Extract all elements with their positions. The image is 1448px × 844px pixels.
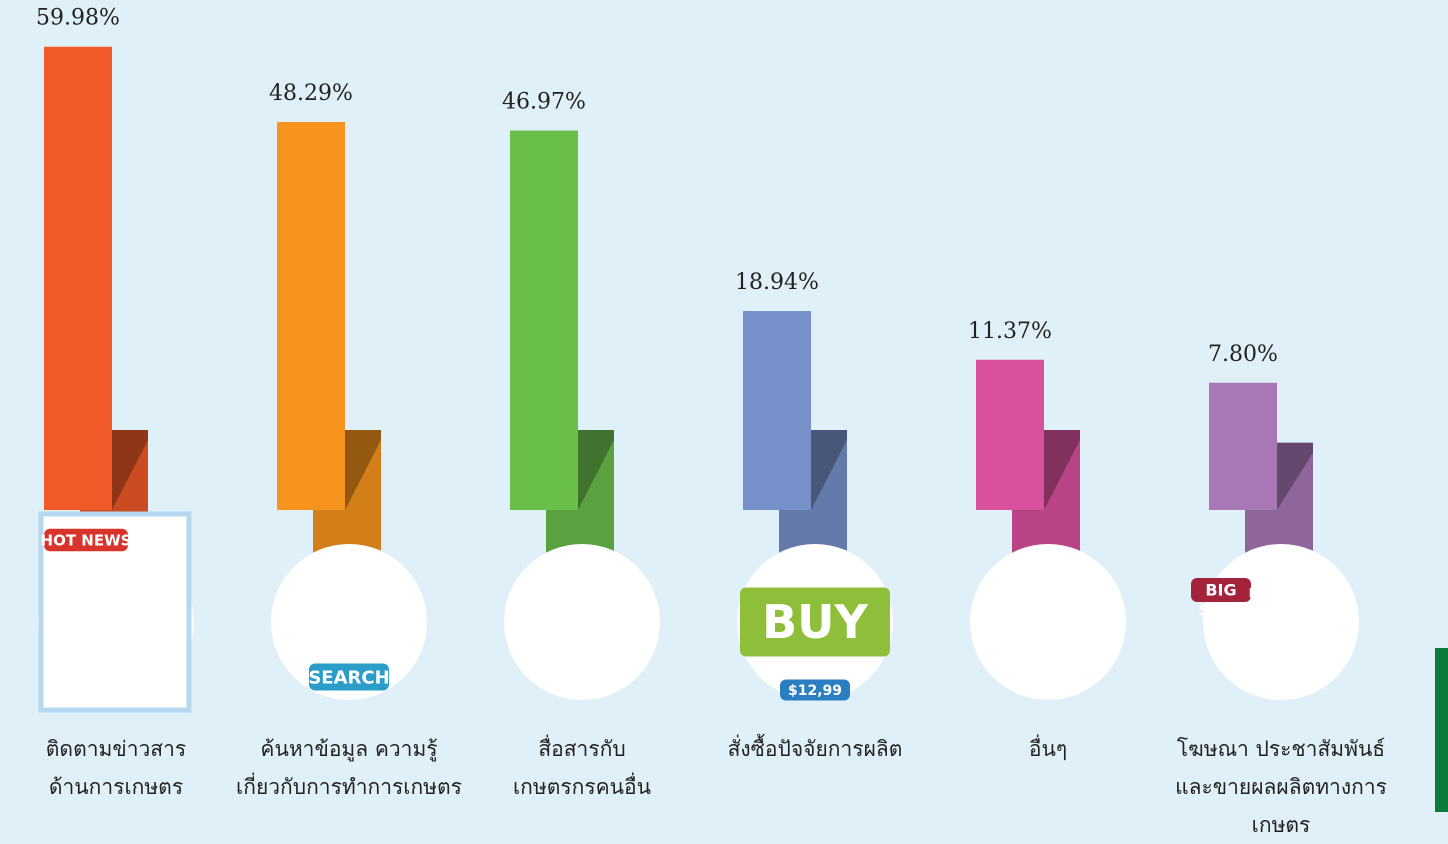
value-label: 18.94% — [735, 270, 819, 295]
chart: 59.98% HOT NEWS 48.29% SEARCH 46.97% 18.94% BU… — [36, 6, 1448, 812]
icon-circle — [970, 544, 1126, 700]
category-label: ค้นหาข้อมูล ความรู้ เกี่ยวกับการทำการเกษ… — [236, 737, 462, 799]
bar — [44, 46, 112, 511]
edge-strip — [1435, 648, 1448, 812]
icon-text: 50% — [1247, 584, 1304, 612]
ribbon-fold — [811, 430, 847, 510]
icon-badge — [44, 528, 128, 552]
icon-text: SEARCH — [308, 667, 389, 688]
icon-text: BUY — [762, 595, 868, 649]
ribbon-fold — [345, 430, 381, 510]
category-label: สื่อสารกับ เกษตรกรคนอื่น — [512, 737, 652, 799]
icon-circle — [1203, 544, 1359, 700]
value-label: 11.37% — [968, 319, 1052, 344]
bar — [510, 130, 578, 511]
icon-circle — [504, 544, 660, 700]
icon-badge — [740, 587, 890, 657]
icon-text: HOT NEWS — [41, 531, 132, 549]
bar — [976, 359, 1044, 510]
bar — [1209, 382, 1277, 510]
icon-text: $12,99 — [788, 683, 842, 699]
ribbon-fold — [112, 430, 148, 510]
icon-text: SALE — [1198, 601, 1243, 620]
icon-circle — [271, 544, 427, 700]
ribbon-fold — [578, 430, 614, 510]
icon-badge — [309, 663, 389, 691]
bar — [743, 311, 811, 510]
category-label: โฆษณา ประชาสัมพันธ์ และขายผลผลิตทางการเก… — [1175, 737, 1387, 837]
category-label: อื่นๆ — [1028, 737, 1068, 761]
bar — [277, 122, 345, 511]
icon-badge — [780, 679, 850, 701]
value-label: 46.97% — [502, 90, 586, 115]
icon-badge — [1191, 578, 1251, 602]
ribbon-fold — [1044, 430, 1080, 510]
page: 59.98% HOT NEWS 48.29% SEARCH 46.97% 18.94% BU… — [36, 5, 1448, 837]
value-label: 59.98% — [36, 6, 120, 31]
category-label: ติดตามข่าวสาร ด้านการเกษตร — [45, 737, 187, 799]
value-label: 48.29% — [269, 81, 353, 106]
value-label: 7.80% — [1208, 342, 1278, 367]
category-label: สั่งซื้อปัจจัยการผลิต — [727, 737, 903, 761]
icon-text: BIG — [1205, 581, 1236, 600]
ribbon-fold — [1277, 442, 1313, 510]
